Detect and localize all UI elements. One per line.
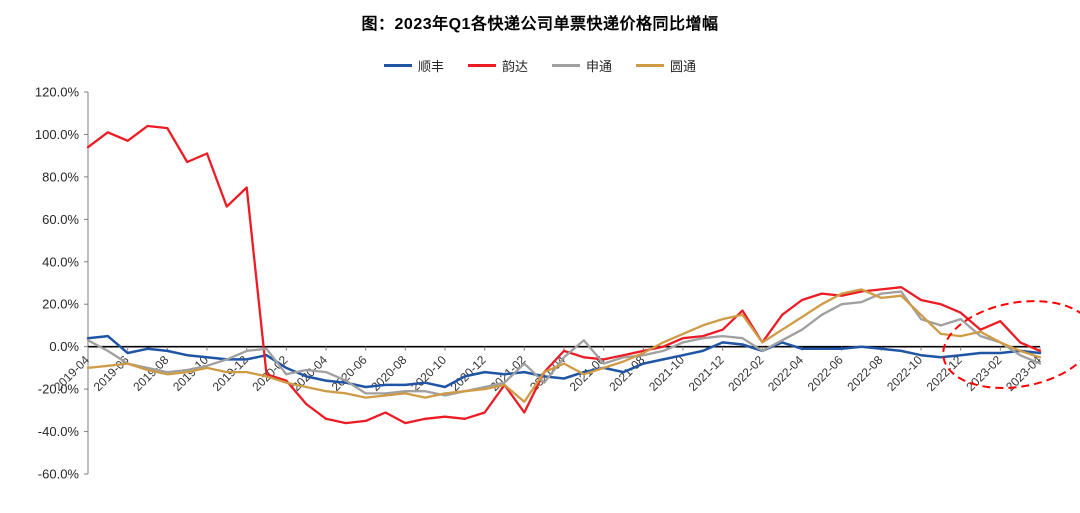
y-tick-label: -40.0% xyxy=(38,424,80,439)
highlight-ellipse xyxy=(942,300,1080,389)
series-yunda xyxy=(86,124,1042,425)
chart-title: 图：2023年Q1各快递公司单票快递价格同比增幅 xyxy=(361,16,719,33)
y-tick-label: 60.0% xyxy=(42,212,79,227)
y-tick-label: 40.0% xyxy=(42,254,79,269)
legend-swatch-yuantong xyxy=(636,64,665,67)
y-tick-label: 0.0% xyxy=(49,339,79,354)
x-tick-label: 2022-08 xyxy=(844,353,885,394)
legend: 顺丰 韵达 申通 圆通 xyxy=(0,56,1080,75)
legend-label-shunfeng: 顺丰 xyxy=(417,59,444,74)
x-tick-label: 2022-06 xyxy=(805,353,846,394)
y-axis: 120.0% 100.0% 80.0% 60.0% 40.0% 20.0% 0.0% -20.… xyxy=(35,85,89,482)
legend-label-shentong: 申通 xyxy=(586,59,613,74)
legend-item-yunda[interactable]: 韵达 xyxy=(467,56,528,75)
series-shunfeng xyxy=(86,334,1042,389)
y-tick-label: 80.0% xyxy=(42,169,79,184)
x-tick-label: 2022-04 xyxy=(765,353,806,394)
legend-label-yuantong: 圆通 xyxy=(670,59,697,74)
y-tick-label: 120.0% xyxy=(35,85,80,100)
x-tick-label: 2021-12 xyxy=(686,353,727,394)
y-tick-label: 100.0% xyxy=(35,127,80,142)
x-tick-label: 2022-10 xyxy=(884,353,925,394)
legend-swatch-shunfeng xyxy=(383,64,412,67)
y-tick-label: -60.0% xyxy=(38,467,80,482)
legend-swatch-shentong xyxy=(552,64,580,67)
legend-item-shunfeng[interactable]: 顺丰 xyxy=(383,56,444,75)
series-shentong xyxy=(86,290,1042,397)
series-yuantong xyxy=(86,288,1042,403)
x-tick-label: 2020-08 xyxy=(368,353,409,394)
y-tick-label: -20.0% xyxy=(38,382,80,397)
x-tick-label: 2019-06 xyxy=(91,353,132,394)
legend-item-shentong[interactable]: 申通 xyxy=(552,56,612,75)
legend-item-yuantong[interactable]: 圆通 xyxy=(636,56,696,75)
legend-swatch-yunda xyxy=(467,64,496,67)
legend-label-yunda: 韵达 xyxy=(501,59,528,74)
y-tick-label: 20.0% xyxy=(42,297,79,312)
x-tick-label: 2022-02 xyxy=(725,353,766,394)
